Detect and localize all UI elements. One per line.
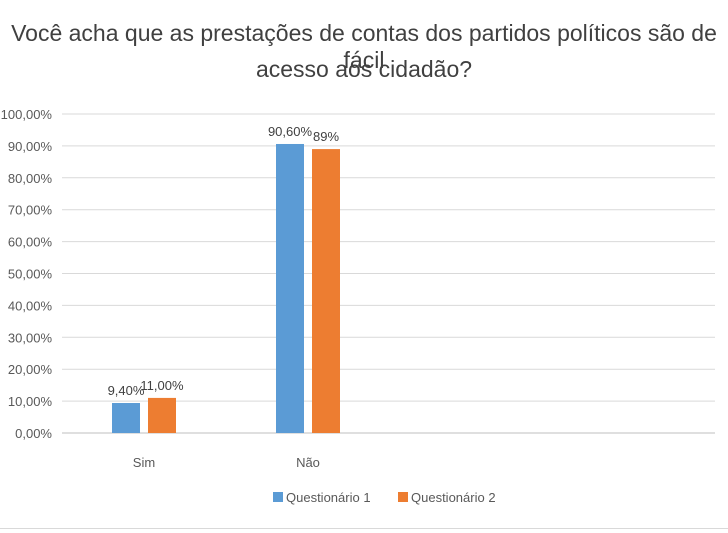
bar-2-não	[312, 149, 340, 433]
legend-label: Questionário 1	[286, 490, 371, 505]
data-label: 9,40%	[108, 383, 145, 398]
x-tick-label: Sim	[133, 455, 155, 470]
y-tick-label: 10,00%	[8, 394, 53, 409]
bar-1-sim	[112, 403, 140, 433]
y-tick-label: 30,00%	[8, 330, 53, 345]
legend-label: Questionário 2	[411, 490, 496, 505]
y-tick-label: 40,00%	[8, 298, 53, 313]
chart-title-line1: Você acha que as prestações de contas do…	[11, 20, 717, 73]
y-tick-label: 60,00%	[8, 235, 53, 250]
y-tick-label: 20,00%	[8, 362, 53, 377]
y-tick-label: 90,00%	[8, 139, 53, 154]
y-tick-label: 50,00%	[8, 267, 53, 282]
y-tick-label: 70,00%	[8, 203, 53, 218]
data-label: 89%	[313, 129, 339, 144]
bottom-border	[0, 528, 728, 529]
y-tick-label: 100,00%	[1, 107, 53, 122]
bar-1-não	[276, 143, 304, 433]
bar-2-sim	[148, 397, 176, 433]
chart-title-line2: acesso aos cidadão?	[255, 56, 473, 82]
y-tick-label: 80,00%	[8, 171, 53, 186]
x-tick-label: Não	[296, 455, 320, 470]
legend-swatch	[398, 492, 408, 502]
data-label: 90,60%	[268, 124, 313, 139]
y-tick-label: 0,00%	[15, 426, 52, 441]
data-label: 11,00%	[140, 378, 184, 393]
legend-swatch	[273, 492, 283, 502]
